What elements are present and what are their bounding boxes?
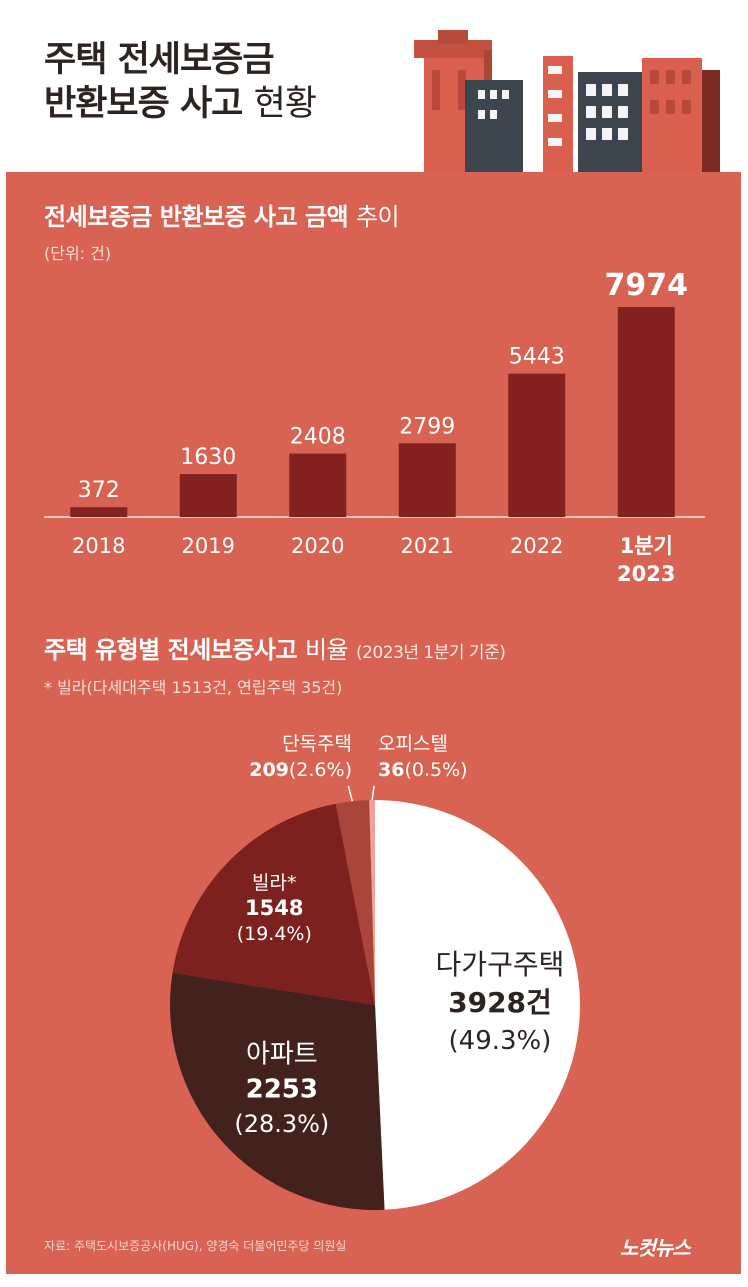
- pie-inside-label: (19.4%): [237, 923, 312, 945]
- pie-slice-0: [375, 800, 580, 1210]
- pie-chart-title: 주택 유형별 전세보증사고 비율 (2023년 1분기 기준): [44, 630, 506, 665]
- page-title: 주택 전세보증금 반환보증 사고 현황: [44, 38, 317, 126]
- bar-category-label: 1분기: [620, 534, 673, 558]
- bar-chart: 372 2018 1630 2019 2408 2020 2799 2021 5443 2022 7…: [44, 268, 705, 586]
- bar-category-label: 2021: [401, 534, 454, 558]
- brand-logo: 노컷뉴스: [620, 1236, 691, 1260]
- bar-category-label: 2020: [291, 534, 344, 558]
- bar-chart-title: 전세보증금 반환보증 사고 금액 추이: [44, 197, 400, 232]
- pie-inside-label: 아파트: [246, 1039, 318, 1069]
- bar-value-label: 7974: [605, 268, 689, 303]
- source-credit: 자료: 주택도시보증공사(HUG), 양경숙 더불어민주당 의원실: [44, 1239, 347, 1253]
- header-area: 주택 전세보증금 반환보증 사고 현황: [0, 0, 748, 175]
- pie-slice-1: [170, 972, 385, 1210]
- pie-slice-4: [369, 800, 375, 1005]
- bar-1분기-2023: [617, 307, 675, 517]
- pie-inside-label: (49.3%): [449, 1026, 552, 1056]
- unit-note: (단위: 건): [44, 244, 112, 263]
- title-line-1: 주택 전세보증금: [44, 40, 275, 80]
- pie-footnote: * 빌라(다세대주택 1513건, 연립주택 35건): [44, 678, 343, 697]
- buildings-illustration: [414, 30, 720, 175]
- pie-inside-label: 2253: [246, 1074, 318, 1104]
- pie-chart-title-light: 비율: [304, 636, 349, 664]
- bar-value-label: 2408: [290, 425, 346, 450]
- bar-2020: [289, 453, 347, 517]
- pie-chart: 다가구주택 3928건 (49.3%) 아파트 2253 (28.3%) 빌라*1548 (1…: [170, 733, 580, 1210]
- bar-category-label: 2018: [72, 534, 125, 558]
- pie-outside-value: 209(2.6%): [249, 759, 352, 781]
- title-line-2-light: 현황: [253, 84, 317, 124]
- bar-value-label: 372: [78, 478, 120, 503]
- pie-outside-percent: (0.5%): [404, 759, 467, 781]
- pie-inside-label: (28.3%): [234, 1110, 329, 1138]
- pie-chart-title-bold: 주택 유형별 전세보증사고: [44, 636, 298, 664]
- pie-slice-2: [172, 803, 375, 1005]
- pie-outside-name: 단독주택: [282, 733, 352, 755]
- bar-value-label: 1630: [180, 445, 236, 470]
- pie-inside-label: 3928건: [448, 986, 552, 1019]
- bar-category-label: 2022: [510, 534, 563, 558]
- bar-value-label: 5443: [509, 345, 565, 370]
- pie-outside-count: 36: [378, 759, 404, 781]
- bar-category-label: 2023: [617, 562, 675, 586]
- pie-outside-name: 오피스텔: [378, 733, 448, 755]
- title-line-2-bold: 반환보증 사고: [44, 84, 243, 124]
- bar-category-label: 2019: [182, 534, 235, 558]
- pie-slice-3: [335, 800, 375, 1005]
- pie-leader-line: [347, 785, 354, 802]
- pie-outside-percent: (2.6%): [289, 759, 352, 781]
- bar-2022: [508, 373, 566, 517]
- pie-chart-title-small: (2023년 1분기 기준): [355, 643, 506, 663]
- bar-2019: [179, 474, 237, 517]
- bar-chart-title-bold: 전세보증금 반환보증 사고 금액: [44, 203, 349, 231]
- pie-inside-label: 1548: [245, 896, 303, 920]
- pie-inside-label: 다가구주택: [436, 948, 565, 981]
- pie-outside-count: 209: [249, 759, 289, 781]
- pie-outside-value: 36(0.5%): [378, 759, 468, 781]
- pie-inside-label: 빌라*: [252, 872, 296, 894]
- bar-2018: [70, 507, 128, 517]
- bar-chart-title-light: 추이: [355, 203, 400, 231]
- bar-value-label: 2799: [399, 414, 455, 439]
- pie-leader-line: [371, 785, 375, 801]
- bar-2021: [398, 443, 456, 517]
